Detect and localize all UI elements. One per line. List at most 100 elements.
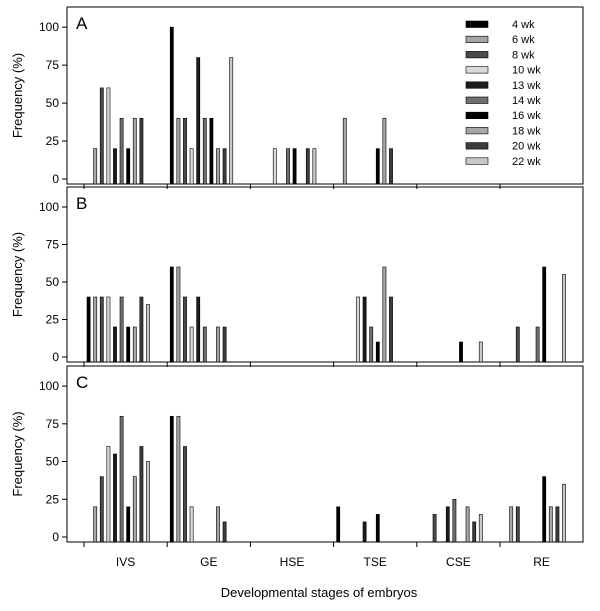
bar-b-cse-s10 [478,341,483,363]
y-tick-label: 75 [46,238,60,252]
x-category-label: CSE [446,555,471,569]
bar-b-ivs-s6 [119,296,124,363]
legend-swatch [465,96,489,104]
bar-a-hse-s7 [292,148,297,185]
bar-a-hse-s9 [305,148,310,185]
legend-swatch [465,111,489,119]
legend-swatch [465,81,489,89]
bar-b-ivs-s3 [99,296,104,363]
x-category-label: RE [533,555,550,569]
bar-c-ivs-s2 [93,506,98,543]
bar-a-ge-s4 [189,148,194,185]
legend-swatch [465,157,489,165]
panel-frame [66,6,584,185]
bar-b-tse-s4 [356,296,360,363]
legend-swatch [465,51,489,59]
bar-a-ge-s5 [196,57,201,185]
y-axis-title: Frequency (%) [10,53,25,138]
y-tick-label: 100 [39,379,59,393]
legend-label: 6 wk [512,34,535,46]
bar-a-tse-s7 [375,148,380,185]
bar-a-ge-s2 [176,117,181,185]
legend-swatch [465,20,489,28]
bar-c-cse-s8 [465,506,470,543]
y-axis-title: Frequency (%) [10,232,25,317]
bar-b-tse-s9 [389,296,393,363]
bar-b-ivs-s8 [132,326,137,363]
y-tick-label: 100 [39,20,59,34]
y-tick-label: 25 [46,492,60,506]
bar-b-ivs-s7 [126,326,131,363]
y-tick-label: 0 [52,350,59,364]
bar-c-ge-s4 [189,506,194,543]
x-category-label: IVS [116,555,135,569]
bar-c-cse-s10 [478,514,483,543]
bar-a-ivs-s4 [106,87,111,185]
bar-b-re-s6 [535,326,540,363]
y-tick-label: 25 [46,134,60,148]
bar-c-ivs-s6 [119,415,124,543]
panel-frame [66,186,584,363]
bar-a-ge-s1 [169,26,174,185]
x-category-label: GE [200,555,217,569]
bar-c-ge-s9 [222,521,227,543]
bar-c-ivs-s7 [126,506,131,543]
panel-b: 0 25 50 75 100 Frequency (%) B [10,186,584,367]
bar-c-cse-s3 [432,514,437,543]
y-tick-label: 50 [46,96,60,110]
bar-b-ge-s2 [176,266,181,363]
panel-letter: B [76,194,87,213]
bar-a-ge-s10 [229,57,234,185]
bar-c-ivs-s10 [146,461,150,543]
bar-b-re-s7 [542,266,547,363]
legend-label: 22 wk [512,156,541,168]
bar-a-ivs-s6 [119,117,124,185]
x-axis-title: Developmental stages of embryos [221,585,418,600]
bar-b-tse-s7 [375,341,380,363]
bar-c-cse-s6 [452,498,457,543]
bar-c-ge-s1 [169,415,174,543]
bar-a-ivs-s8 [132,117,137,185]
bar-a-hse-s10 [312,148,317,185]
bar-b-re-s10 [562,274,566,363]
y-tick-label: 25 [46,313,60,327]
bar-c-ge-s8 [216,506,220,543]
bar-a-hse-s4 [272,148,277,185]
bar-c-re-s2 [509,506,514,543]
bar-c-ge-s3 [183,446,187,543]
bar-c-cse-s5 [445,506,450,543]
bar-b-ivs-s1 [86,296,91,363]
bar-a-ivs-s3 [99,87,104,185]
bar-a-tse-s2 [342,117,347,185]
bar-a-ivs-s9 [139,117,144,185]
legend-label: 10 wk [512,65,541,77]
panel-a: 0 25 50 75 100 Frequency (%) A [10,6,584,189]
y-tick-label: 50 [46,275,60,289]
bar-c-ivs-s4 [106,446,111,543]
bar-c-tse-s5 [362,521,367,543]
bar-c-ivs-s3 [99,476,104,543]
bar-b-ge-s5 [196,296,201,363]
bar-b-ge-s8 [216,326,220,363]
bar-b-ivs-s2 [93,296,98,363]
bar-a-tse-s8 [382,117,387,185]
bar-c-re-s7 [542,476,547,543]
bar-c-re-s10 [562,483,566,543]
bar-c-ivs-s8 [132,476,137,543]
bar-c-re-s8 [548,506,553,543]
y-tick-label: 100 [39,200,59,214]
bar-a-ge-s8 [216,148,220,185]
legend-swatch [465,127,489,135]
bar-b-ge-s1 [169,266,174,363]
bar-a-ge-s6 [202,117,207,185]
bar-b-tse-s5 [362,296,367,363]
bar-c-tse-s1 [336,506,341,543]
bar-a-ge-s7 [209,117,214,185]
bar-c-re-s3 [515,506,520,543]
x-category-label: HSE [280,555,305,569]
bar-b-ge-s6 [202,326,207,363]
bar-c-cse-s9 [472,521,477,543]
bar-c-ivs-s9 [139,446,144,543]
bar-a-ge-s3 [183,117,187,185]
